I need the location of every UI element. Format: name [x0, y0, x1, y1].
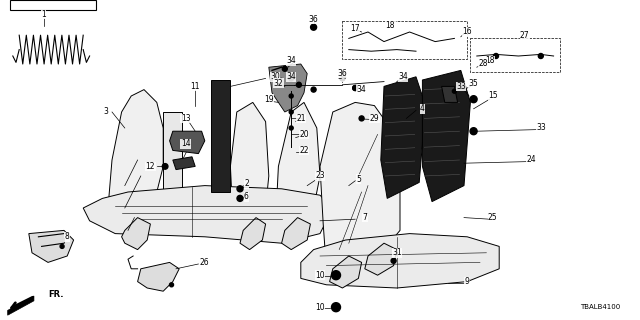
Polygon shape — [240, 218, 266, 250]
Text: 10: 10 — [315, 303, 325, 312]
Text: 4: 4 — [420, 104, 425, 113]
Circle shape — [353, 85, 358, 91]
Polygon shape — [211, 80, 230, 192]
Text: 35: 35 — [468, 79, 479, 88]
Polygon shape — [275, 102, 320, 230]
Text: 34: 34 — [356, 85, 367, 94]
Polygon shape — [230, 102, 269, 230]
Text: 28: 28 — [479, 60, 488, 68]
Text: 9: 9 — [465, 277, 470, 286]
Text: 33: 33 — [456, 82, 466, 91]
Text: 18: 18 — [386, 21, 395, 30]
Text: 23: 23 — [315, 172, 325, 180]
Polygon shape — [170, 131, 205, 154]
Text: 12: 12 — [146, 162, 155, 171]
Circle shape — [353, 85, 358, 91]
Text: 34: 34 — [286, 56, 296, 65]
Text: 7: 7 — [362, 213, 367, 222]
Circle shape — [237, 186, 243, 192]
Text: 3: 3 — [103, 108, 108, 116]
Polygon shape — [122, 218, 150, 250]
Circle shape — [332, 271, 340, 280]
Circle shape — [452, 89, 456, 93]
Polygon shape — [442, 86, 458, 102]
Text: 16: 16 — [462, 28, 472, 36]
Circle shape — [237, 196, 243, 201]
Text: 33: 33 — [536, 124, 546, 132]
Polygon shape — [29, 230, 74, 262]
Text: 19: 19 — [264, 95, 274, 104]
Text: 31: 31 — [392, 248, 402, 257]
Circle shape — [359, 116, 364, 121]
Polygon shape — [109, 90, 163, 230]
Circle shape — [310, 24, 317, 30]
Circle shape — [163, 164, 168, 169]
Text: 27: 27 — [520, 31, 530, 40]
Text: 34: 34 — [398, 72, 408, 81]
Text: 18: 18 — [485, 56, 494, 65]
Text: 25: 25 — [488, 213, 498, 222]
Polygon shape — [282, 218, 310, 250]
Text: 11: 11 — [191, 82, 200, 91]
Circle shape — [289, 76, 294, 81]
Circle shape — [340, 76, 345, 81]
Text: 30: 30 — [270, 72, 280, 81]
Text: 34: 34 — [286, 72, 296, 81]
Text: 8: 8 — [65, 232, 70, 241]
Circle shape — [289, 94, 293, 98]
Text: 1: 1 — [41, 10, 46, 19]
Polygon shape — [269, 64, 307, 112]
Text: 20: 20 — [299, 130, 309, 139]
Text: 13: 13 — [180, 114, 191, 123]
Text: 34: 34 — [337, 72, 348, 81]
Text: 22: 22 — [300, 146, 308, 155]
Text: 26: 26 — [200, 258, 210, 267]
Polygon shape — [301, 234, 499, 288]
Text: 29: 29 — [369, 114, 380, 123]
Circle shape — [311, 87, 316, 92]
Circle shape — [282, 66, 287, 71]
Bar — [10, 0, 96, 10]
Polygon shape — [138, 262, 179, 291]
Text: 32: 32 — [273, 79, 284, 88]
Text: 15: 15 — [488, 92, 498, 100]
Circle shape — [296, 82, 301, 87]
Polygon shape — [381, 77, 426, 198]
Polygon shape — [365, 243, 397, 275]
Text: 5: 5 — [356, 175, 361, 184]
Circle shape — [60, 244, 64, 248]
Text: 36: 36 — [337, 69, 348, 78]
Text: 2: 2 — [244, 180, 249, 188]
Text: 36: 36 — [308, 15, 319, 24]
Polygon shape — [83, 186, 333, 243]
Circle shape — [391, 258, 396, 263]
Text: 6: 6 — [244, 192, 249, 201]
Text: 10: 10 — [315, 271, 325, 280]
Circle shape — [538, 53, 543, 59]
Polygon shape — [330, 256, 362, 288]
Polygon shape — [320, 102, 400, 269]
Polygon shape — [422, 70, 470, 202]
Circle shape — [332, 303, 340, 312]
Circle shape — [470, 128, 477, 135]
Text: FR.: FR. — [48, 290, 63, 299]
Text: TBALB4100: TBALB4100 — [580, 304, 621, 310]
Circle shape — [289, 110, 293, 114]
Circle shape — [470, 96, 477, 103]
Circle shape — [170, 283, 173, 287]
Circle shape — [493, 53, 499, 59]
Polygon shape — [163, 112, 182, 224]
Text: 21: 21 — [296, 114, 305, 123]
Circle shape — [340, 76, 344, 80]
Text: 14: 14 — [180, 140, 191, 148]
Circle shape — [289, 126, 293, 130]
Text: 17: 17 — [350, 24, 360, 33]
Polygon shape — [8, 296, 34, 315]
Text: 24: 24 — [526, 156, 536, 164]
Polygon shape — [173, 157, 195, 170]
